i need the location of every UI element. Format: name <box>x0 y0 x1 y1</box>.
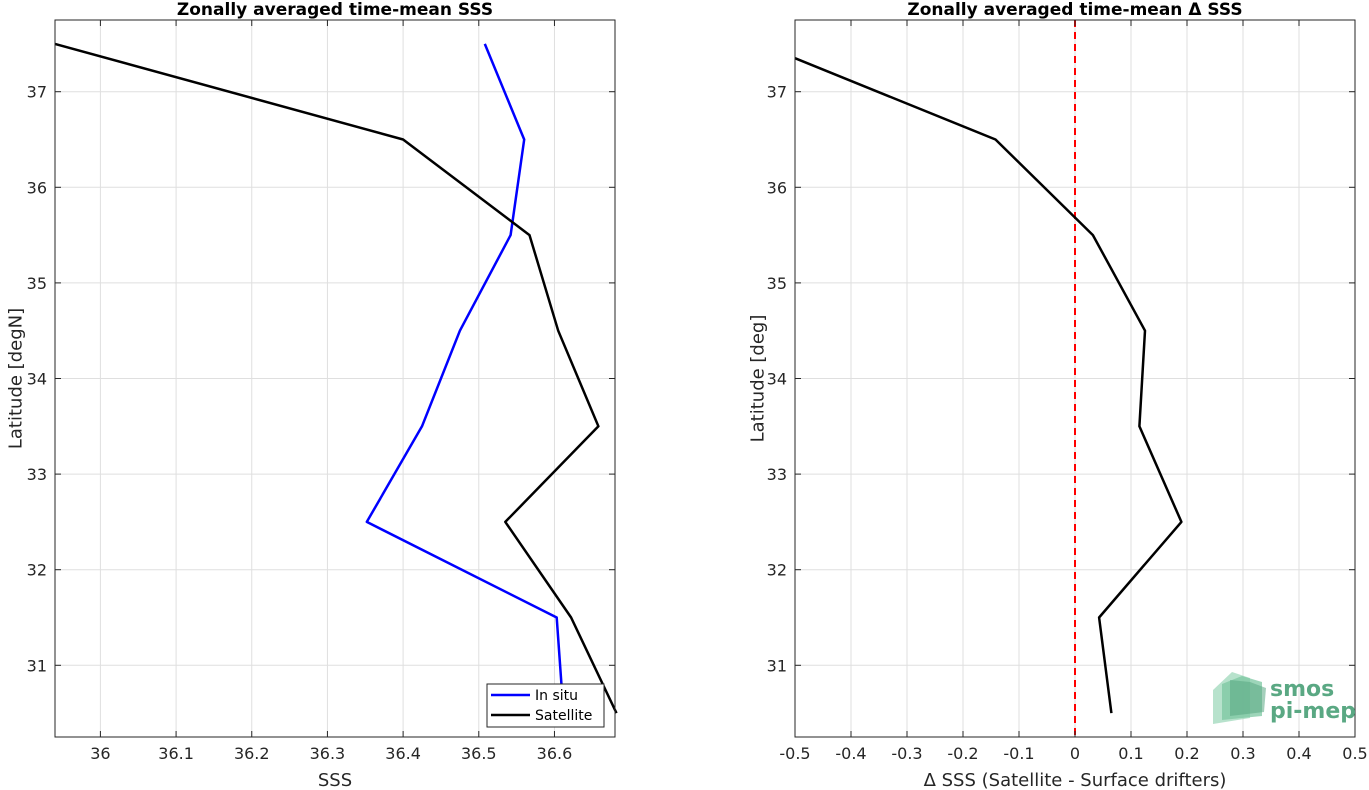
x-tick-label: 0.5 <box>1342 744 1367 763</box>
y-tick-label: 35 <box>27 274 47 293</box>
x-tick-label: -0.2 <box>947 744 978 763</box>
y-tick-label: 37 <box>767 83 787 102</box>
logo-text-pi-mep: pi-mep <box>1270 699 1356 724</box>
y-tick-label: 32 <box>27 561 47 580</box>
y-tick-label: 33 <box>767 465 787 484</box>
logo-text-smos: smos <box>1270 677 1334 702</box>
x-tick-label: 0.4 <box>1286 744 1311 763</box>
x-tick-label: -0.3 <box>891 744 922 763</box>
legend-box <box>486 683 605 728</box>
x-tick-label: 36.3 <box>310 744 346 763</box>
y-tick-label: 31 <box>767 656 787 675</box>
legend-label-in-situ: In situ <box>535 688 578 704</box>
smos-pi-mep-logo: smos pi-mep <box>1213 672 1356 724</box>
x-tick-label: 0 <box>1070 744 1080 763</box>
y-tick-label: 31 <box>27 656 47 675</box>
y-tick-label: 34 <box>767 370 787 389</box>
chart-title: Zonally averaged time-mean SSS <box>177 0 493 20</box>
y-tick-label: 34 <box>27 370 47 389</box>
y-tick-label: 36 <box>27 178 47 197</box>
x-tick-label: 36.4 <box>385 744 421 763</box>
x-tick-label: 36 <box>90 744 110 763</box>
y-tick-label: 32 <box>767 561 787 580</box>
x-tick-label: 36.5 <box>461 744 497 763</box>
y-tick-label: 35 <box>767 274 787 293</box>
x-tick-label: 36.6 <box>537 744 573 763</box>
x-tick-label: 0.2 <box>1174 744 1199 763</box>
legend: In situ Satellite <box>486 683 605 728</box>
x-tick-label: -0.1 <box>1003 744 1034 763</box>
x-tick-label: 0.1 <box>1118 744 1143 763</box>
legend-label-satellite: Satellite <box>535 708 592 724</box>
series-line-satellite <box>54 42 618 714</box>
y-axis-label: Latitude [deg] <box>747 315 768 443</box>
x-tick-label: 36.2 <box>234 744 270 763</box>
chart-title: Zonally averaged time-mean Δ SSS <box>907 0 1242 20</box>
x-tick-label: 36.1 <box>158 744 194 763</box>
x-axis-label: SSS <box>318 770 352 790</box>
y-tick-label: 36 <box>767 178 787 197</box>
logo-layers-icon <box>1213 672 1266 724</box>
x-axis-label: Δ SSS (Satellite - Surface drifters) <box>924 770 1227 790</box>
y-tick-label: 37 <box>27 83 47 102</box>
x-tick-label: 0.3 <box>1230 744 1255 763</box>
series-line-in-situ <box>365 43 565 714</box>
x-tick-label: -0.4 <box>835 744 866 763</box>
y-tick-label: 33 <box>27 465 47 484</box>
series-line-0 <box>794 57 1183 714</box>
right-panel: -0.5 -0.4 -0.3 -0.2 -0.1 0 0.1 0.2 0.3 0.4 0.5 31 32… <box>747 0 1367 790</box>
x-tick-label: -0.5 <box>779 744 810 763</box>
y-axis-label: Latitude [degN] <box>5 308 26 449</box>
left-panel: 36 36.1 36.2 36.3 36.4 36.5 36.6 31 32 33 34 35 36 37… <box>5 0 618 790</box>
